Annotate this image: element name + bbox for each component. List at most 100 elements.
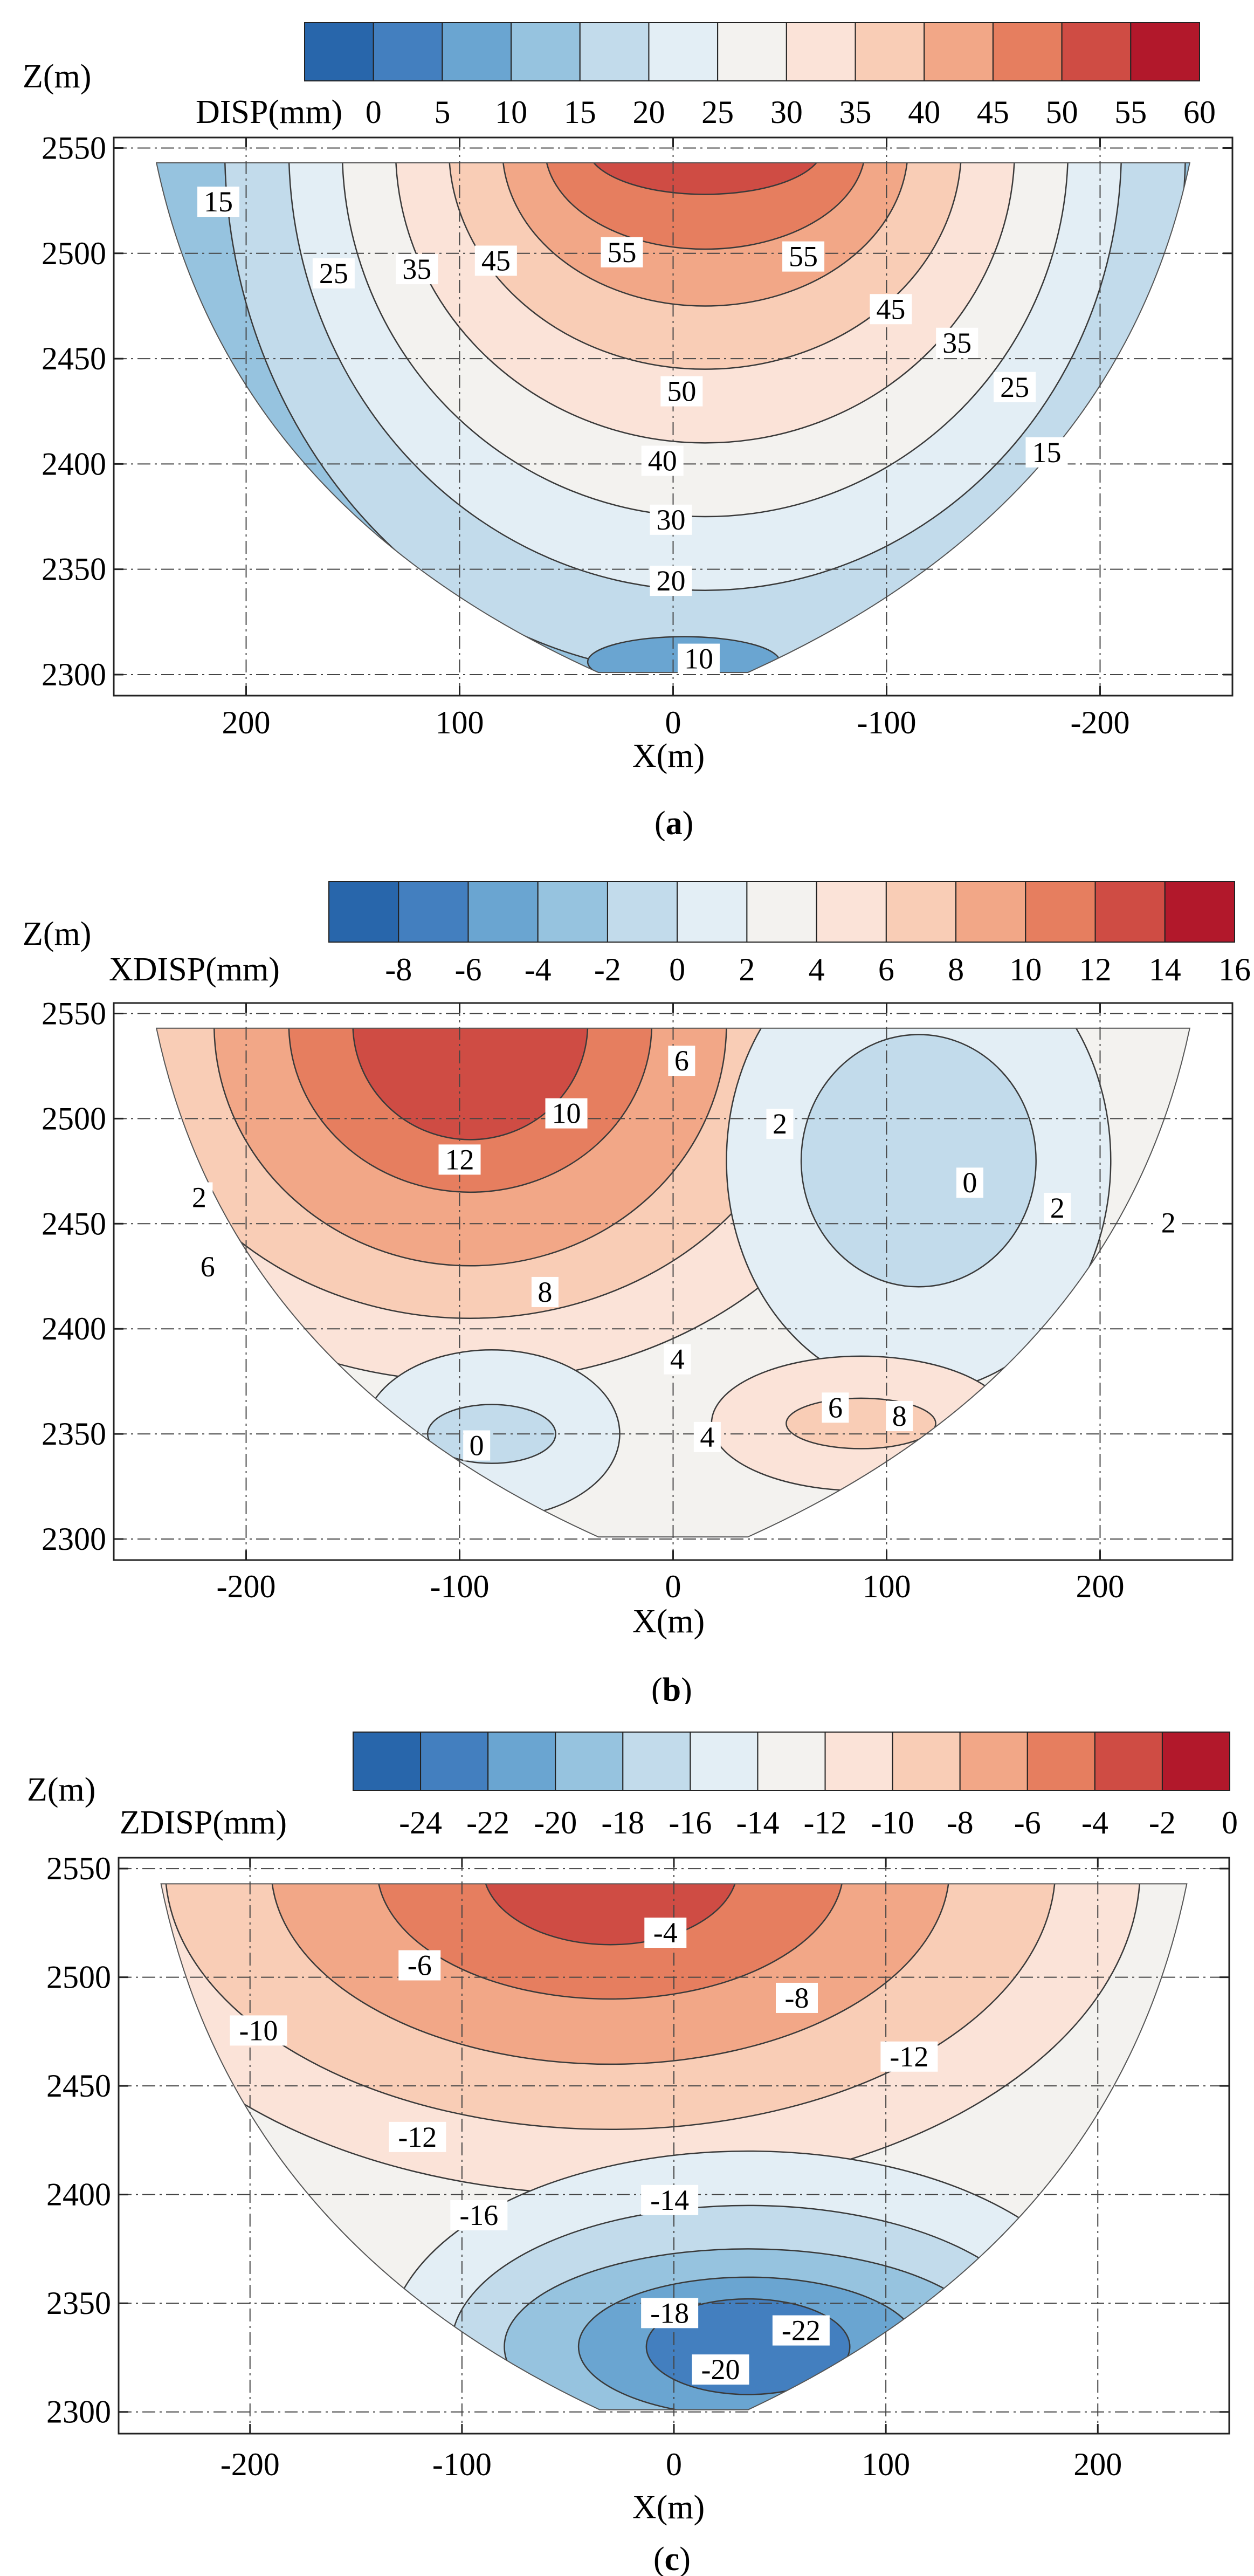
x-tick-label: -100 xyxy=(430,1569,490,1604)
legend-tick-label: 0 xyxy=(669,952,685,987)
contour-label: 2 xyxy=(1155,1206,1182,1239)
svg-text:35: 35 xyxy=(402,253,431,285)
contour-label: 45 xyxy=(474,244,517,277)
contour-label: 0 xyxy=(956,1166,983,1199)
svg-text:30: 30 xyxy=(657,504,686,536)
panel-label: (c) xyxy=(653,2541,691,2576)
svg-text:-20: -20 xyxy=(701,2353,740,2386)
contour-label: 4 xyxy=(693,1421,721,1453)
legend-tick-label: -10 xyxy=(871,1805,914,1840)
legend-tick-label: 0 xyxy=(366,94,382,130)
plot-area: -200 -100 0 100 200 2300 2350 2400 2450 2500 2550 -… xyxy=(46,1851,1230,2482)
legend-swatch xyxy=(607,881,678,943)
x-axis-label: X(m) xyxy=(632,1603,705,1640)
legend-colorbar: 0 5 10 15 20 25 30 35 40 45 50 55 60 xyxy=(304,22,1216,130)
svg-text:15: 15 xyxy=(1032,436,1061,469)
y-tick-label: 2500 xyxy=(42,236,106,271)
legend-tick-label: 12 xyxy=(1079,952,1112,987)
y-axis-label: Z(m) xyxy=(27,1771,95,1808)
legend-tick-label: 6 xyxy=(878,952,894,987)
svg-text:10: 10 xyxy=(552,1097,581,1130)
y-tick-label: 2400 xyxy=(42,446,106,482)
contour-label: 35 xyxy=(936,327,979,359)
x-tick-label: -200 xyxy=(217,1569,276,1604)
chart-panel-b: -8 -6 -4 -2 0 2 4 6 8 10 12 14 16 XDISP(mm) Z(m) -20… xyxy=(23,881,1251,1704)
svg-text:2: 2 xyxy=(1161,1206,1176,1239)
contour-band xyxy=(587,162,823,195)
legend-tick-label: 60 xyxy=(1183,94,1216,130)
contour-label: -8 xyxy=(776,1982,818,2014)
contour-label: -22 xyxy=(772,2314,830,2347)
legend-swatch xyxy=(487,1732,556,1791)
chart-panel-c: -24 -22 -20 -18 -16 -14 -12 -10 -8 -6 -4 -2 0 ZDISP(… xyxy=(27,1732,1238,2576)
svg-text:2: 2 xyxy=(192,1181,206,1214)
svg-text:45: 45 xyxy=(481,244,511,277)
contour-label: 30 xyxy=(650,504,692,536)
legend-swatch xyxy=(555,1732,624,1791)
plot-area: 200 100 0 -100 -2002300235024002450250025501… xyxy=(42,130,1234,740)
panel-label: (b) xyxy=(651,1672,692,1704)
contour-label: 6 xyxy=(668,1045,695,1077)
svg-text:-10: -10 xyxy=(239,2014,278,2046)
legend-swatch xyxy=(511,22,581,81)
svg-text:15: 15 xyxy=(204,186,233,218)
legend-tick-label: -24 xyxy=(399,1805,442,1840)
svg-text:35: 35 xyxy=(942,327,971,359)
svg-text:0: 0 xyxy=(962,1166,977,1199)
contour-label: 50 xyxy=(660,375,703,408)
svg-text:2: 2 xyxy=(773,1108,787,1140)
svg-text:-6: -6 xyxy=(408,1949,432,1982)
legend-tick-label: 2 xyxy=(739,952,755,987)
legend-title: ZDISP(mm) xyxy=(120,1804,287,1841)
x-tick-label: 200 xyxy=(1073,2447,1122,2482)
legend-swatch xyxy=(442,22,512,81)
legend-tick-label: -6 xyxy=(454,952,481,987)
y-tick-label: 2550 xyxy=(42,995,106,1031)
contour-label: -6 xyxy=(398,1949,441,1982)
legend-tick-label: 20 xyxy=(632,94,665,130)
legend-tick-label: 5 xyxy=(434,94,450,130)
svg-text:40: 40 xyxy=(648,444,677,477)
legend-tick-label: 50 xyxy=(1046,94,1078,130)
legend-tick-label: 35 xyxy=(839,94,872,130)
contour-label: 20 xyxy=(650,565,692,597)
legend-tick-label: -12 xyxy=(804,1805,847,1840)
legend-swatch xyxy=(824,1732,893,1791)
svg-text:6: 6 xyxy=(674,1045,689,1077)
contour-label: 0 xyxy=(463,1430,491,1462)
legend-swatch xyxy=(746,881,817,943)
contour-label: 6 xyxy=(822,1391,849,1424)
contour-label: 8 xyxy=(886,1400,913,1432)
contour-label: 35 xyxy=(396,253,438,285)
legend-swatch xyxy=(648,22,719,81)
legend-swatch xyxy=(1061,22,1132,81)
contour-label: 40 xyxy=(641,444,684,477)
y-tick-label: 2300 xyxy=(42,657,106,692)
legend-swatch xyxy=(1026,1732,1095,1791)
svg-text:2: 2 xyxy=(1050,1192,1065,1224)
x-tick-label: 200 xyxy=(222,705,271,740)
legend-swatch xyxy=(353,1732,422,1791)
y-tick-label: 2450 xyxy=(42,341,106,376)
legend-tick-label: 4 xyxy=(809,952,825,987)
x-tick-label: 200 xyxy=(1076,1569,1124,1604)
svg-text:10: 10 xyxy=(684,643,713,675)
legend-swatch xyxy=(1094,881,1166,943)
contour-label: -20 xyxy=(692,2353,749,2386)
legend-tick-label: 0 xyxy=(1222,1805,1238,1840)
contour-band xyxy=(213,1028,727,1267)
legend-tick-label: 10 xyxy=(495,94,527,130)
legend-tick-label: 16 xyxy=(1218,952,1251,987)
y-tick-label: 2300 xyxy=(46,2394,111,2430)
x-tick-label: 100 xyxy=(862,1569,911,1604)
contour-band xyxy=(352,1028,589,1141)
legend-colorbar: -8 -6 -4 -2 0 2 4 6 8 10 12 14 16 xyxy=(328,881,1251,987)
legend-tick-label: 15 xyxy=(564,94,596,130)
legend-swatch xyxy=(304,22,374,81)
chart-panel-a: 0 5 10 15 20 25 30 35 40 45 50 55 60 DISP(mm) Z(m) 2… xyxy=(23,22,1234,841)
svg-text:-8: -8 xyxy=(785,1982,809,2014)
legend-title: XDISP(mm) xyxy=(109,951,280,988)
legend-tick-label: 45 xyxy=(977,94,1009,130)
legend-swatch xyxy=(1130,22,1200,81)
legend-tick-label: -2 xyxy=(594,952,621,987)
